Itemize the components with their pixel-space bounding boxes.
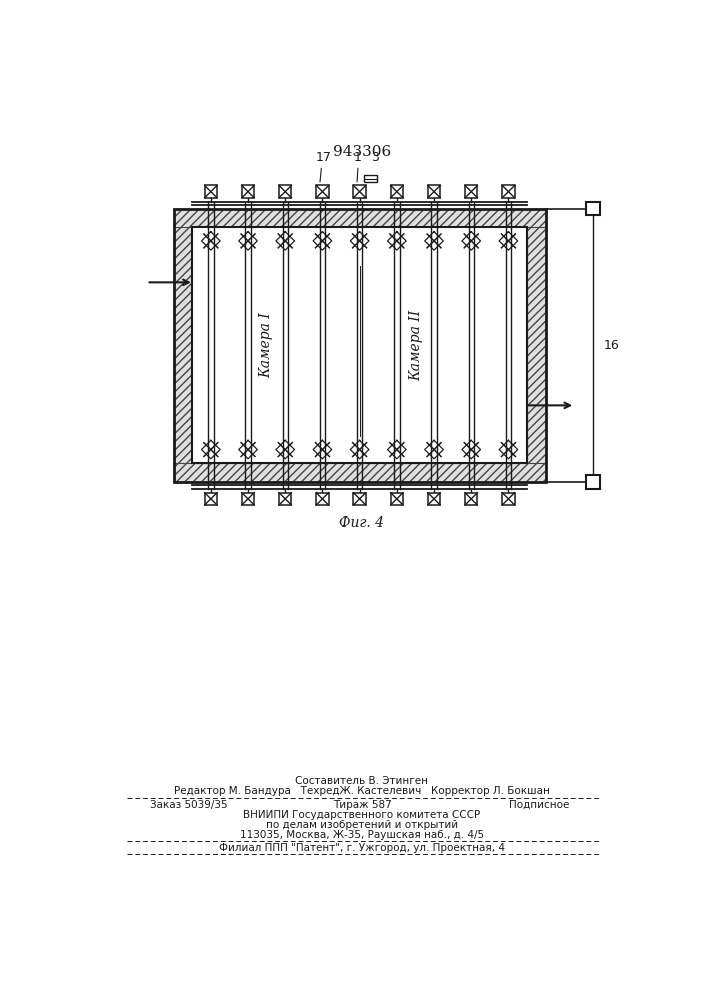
- Bar: [428, 493, 440, 505]
- Text: 3: 3: [371, 151, 379, 164]
- Bar: [502, 493, 515, 505]
- Bar: [586, 475, 600, 489]
- Text: Заказ 5039/35: Заказ 5039/35: [151, 800, 228, 810]
- Bar: [354, 185, 366, 198]
- Bar: [242, 493, 255, 505]
- Bar: [174, 209, 546, 482]
- Bar: [316, 493, 329, 505]
- Text: 113035, Москва, Ж-35, Раушская наб., д. 4/5: 113035, Москва, Ж-35, Раушская наб., д. …: [240, 830, 484, 840]
- Bar: [465, 493, 477, 505]
- Bar: [204, 185, 217, 198]
- Bar: [502, 185, 515, 198]
- Bar: [174, 209, 546, 227]
- Text: Подписное: Подписное: [508, 800, 569, 810]
- Bar: [316, 185, 329, 198]
- Text: Филиал ППП "Патент", г. Ужгород, ул. Проектная, 4: Филиал ППП "Патент", г. Ужгород, ул. Про…: [219, 843, 505, 853]
- Text: 17: 17: [316, 151, 332, 164]
- Text: Камера I: Камера I: [259, 312, 273, 378]
- Bar: [391, 185, 403, 198]
- Bar: [204, 493, 217, 505]
- Text: 16: 16: [604, 339, 619, 352]
- Text: Составитель В. Этинген: Составитель В. Этинген: [296, 776, 428, 786]
- Bar: [242, 185, 255, 198]
- Bar: [465, 185, 477, 198]
- Bar: [527, 209, 546, 482]
- Bar: [354, 493, 366, 505]
- Bar: [586, 202, 600, 215]
- Text: Редактор М. Бандура   ТехредЖ. Кастелевич   Корректор Л. Бокшан: Редактор М. Бандура ТехредЖ. Кастелевич …: [174, 786, 550, 796]
- Text: по делам изобретений и открытий: по делам изобретений и открытий: [266, 820, 458, 830]
- Text: Фиг. 4: Фиг. 4: [339, 516, 385, 530]
- Text: ВНИИПИ Государственного комитета СССР: ВНИИПИ Государственного комитета СССР: [243, 810, 481, 820]
- Text: 1: 1: [354, 151, 362, 164]
- Bar: [174, 463, 546, 482]
- Text: Тираж 587: Тираж 587: [332, 800, 392, 810]
- Bar: [428, 185, 440, 198]
- Bar: [279, 493, 291, 505]
- Bar: [174, 209, 192, 482]
- Text: 943306: 943306: [333, 145, 391, 159]
- Bar: [279, 185, 291, 198]
- Bar: [391, 493, 403, 505]
- Bar: [192, 227, 527, 463]
- Text: Камера II: Камера II: [409, 310, 423, 381]
- Bar: [363, 175, 378, 182]
